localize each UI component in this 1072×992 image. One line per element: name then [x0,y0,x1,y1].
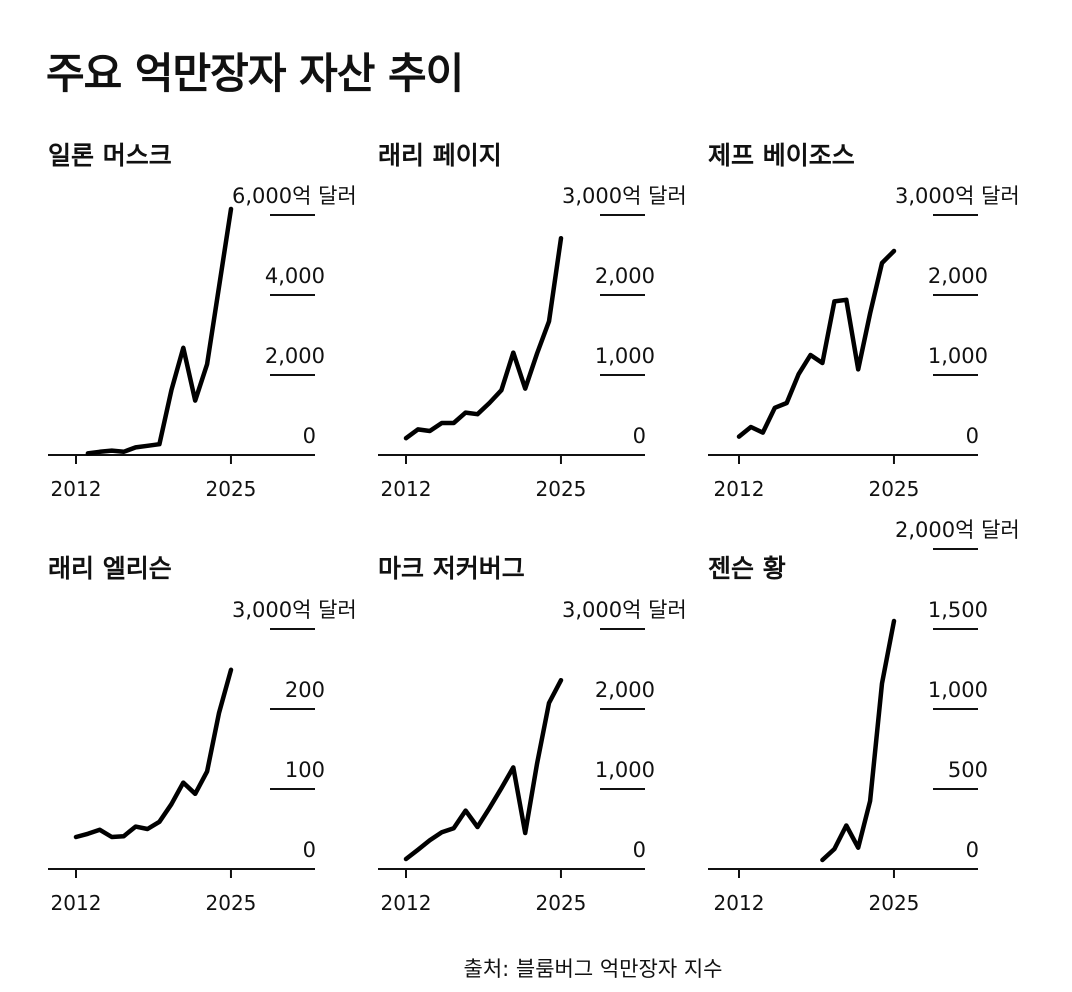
y-tick-label: 3,000억 달러 [232,598,357,622]
x-tick-label: 2025 [536,891,587,915]
series-line [736,248,897,439]
x-tick-label: 2012 [51,891,102,915]
x-tick-label: 2025 [536,477,587,501]
x-tick-label: 2025 [206,891,257,915]
y-tick-label: 2,000 [595,264,655,288]
y-tick-label: 0 [303,838,316,862]
y-tick-label: 4,000 [265,264,325,288]
y-tick-label: 0 [303,424,316,448]
y-tick-label: 2,000 [595,678,655,702]
x-tick-label: 2012 [381,891,432,915]
y-tick-label: 200 [285,678,325,702]
y-tick-label: 0 [966,424,979,448]
y-tick-label: 1,000 [595,344,655,368]
y-tick-label: 3,000억 달러 [895,184,1020,208]
panel-title: 래리 엘리슨 [48,554,172,583]
y-tick-label: 1,000 [928,344,988,368]
x-tick-label: 2012 [381,477,432,501]
panel-3: 제프 베이조스 2012 2025 0 1,000 2,000 3,000억 달러 [708,141,1020,501]
y-tick-label: 2,000억 달러 [895,518,1020,542]
panel-6: 젠슨 황 2012 2025 0 500 1,000 1,500 2,000억 달러 [708,518,1020,915]
panel-4: 래리 엘리슨 2012 2025 0 100 200 3,000억 달러 [48,554,357,915]
panel-2: 래리 페이지 2012 2025 0 1,000 2,000 3,000억 달러 [378,141,687,501]
y-tick-label: 1,000 [928,678,988,702]
panel-title: 젠슨 황 [708,554,786,583]
x-tick-label: 2012 [714,477,765,501]
y-tick-label: 2,000 [265,344,325,368]
panel-5: 마크 저커버그 2012 2025 0 1,000 2,000 3,000억 달러 [378,554,687,915]
x-tick-label: 2025 [206,477,257,501]
series-line [73,667,234,840]
y-tick-label: 1,500 [928,598,988,622]
panel-title: 래리 페이지 [378,141,502,170]
panel-title: 일론 머스크 [48,141,172,170]
x-tick-label: 2025 [869,891,920,915]
series-line [403,677,564,862]
y-tick-label: 3,000억 달러 [562,598,687,622]
source-note: 출처: 블룸버그 억만장자 지수 [463,957,723,981]
x-tick-label: 2025 [869,477,920,501]
y-tick-label: 500 [948,758,988,782]
panel-title: 제프 베이조스 [708,141,855,170]
y-tick-label: 0 [966,838,979,862]
series-line [403,235,564,441]
panel-1: 일론 머스크 2012 2025 0 2,000 4,000 6,000억 달러 [48,141,357,501]
page-title: 주요 억만장자 자산 추이 [46,49,464,98]
y-tick-label: 1,000 [595,758,655,782]
y-tick-label: 6,000억 달러 [232,184,357,208]
series-line [85,206,234,456]
x-tick-label: 2012 [714,891,765,915]
y-tick-label: 3,000억 달러 [562,184,687,208]
x-tick-label: 2012 [51,477,102,501]
y-tick-label: 0 [633,838,646,862]
y-tick-label: 0 [633,424,646,448]
panel-title: 마크 저커버그 [378,554,525,583]
series-line [820,618,897,863]
y-tick-label: 2,000 [928,264,988,288]
y-tick-label: 100 [285,758,325,782]
